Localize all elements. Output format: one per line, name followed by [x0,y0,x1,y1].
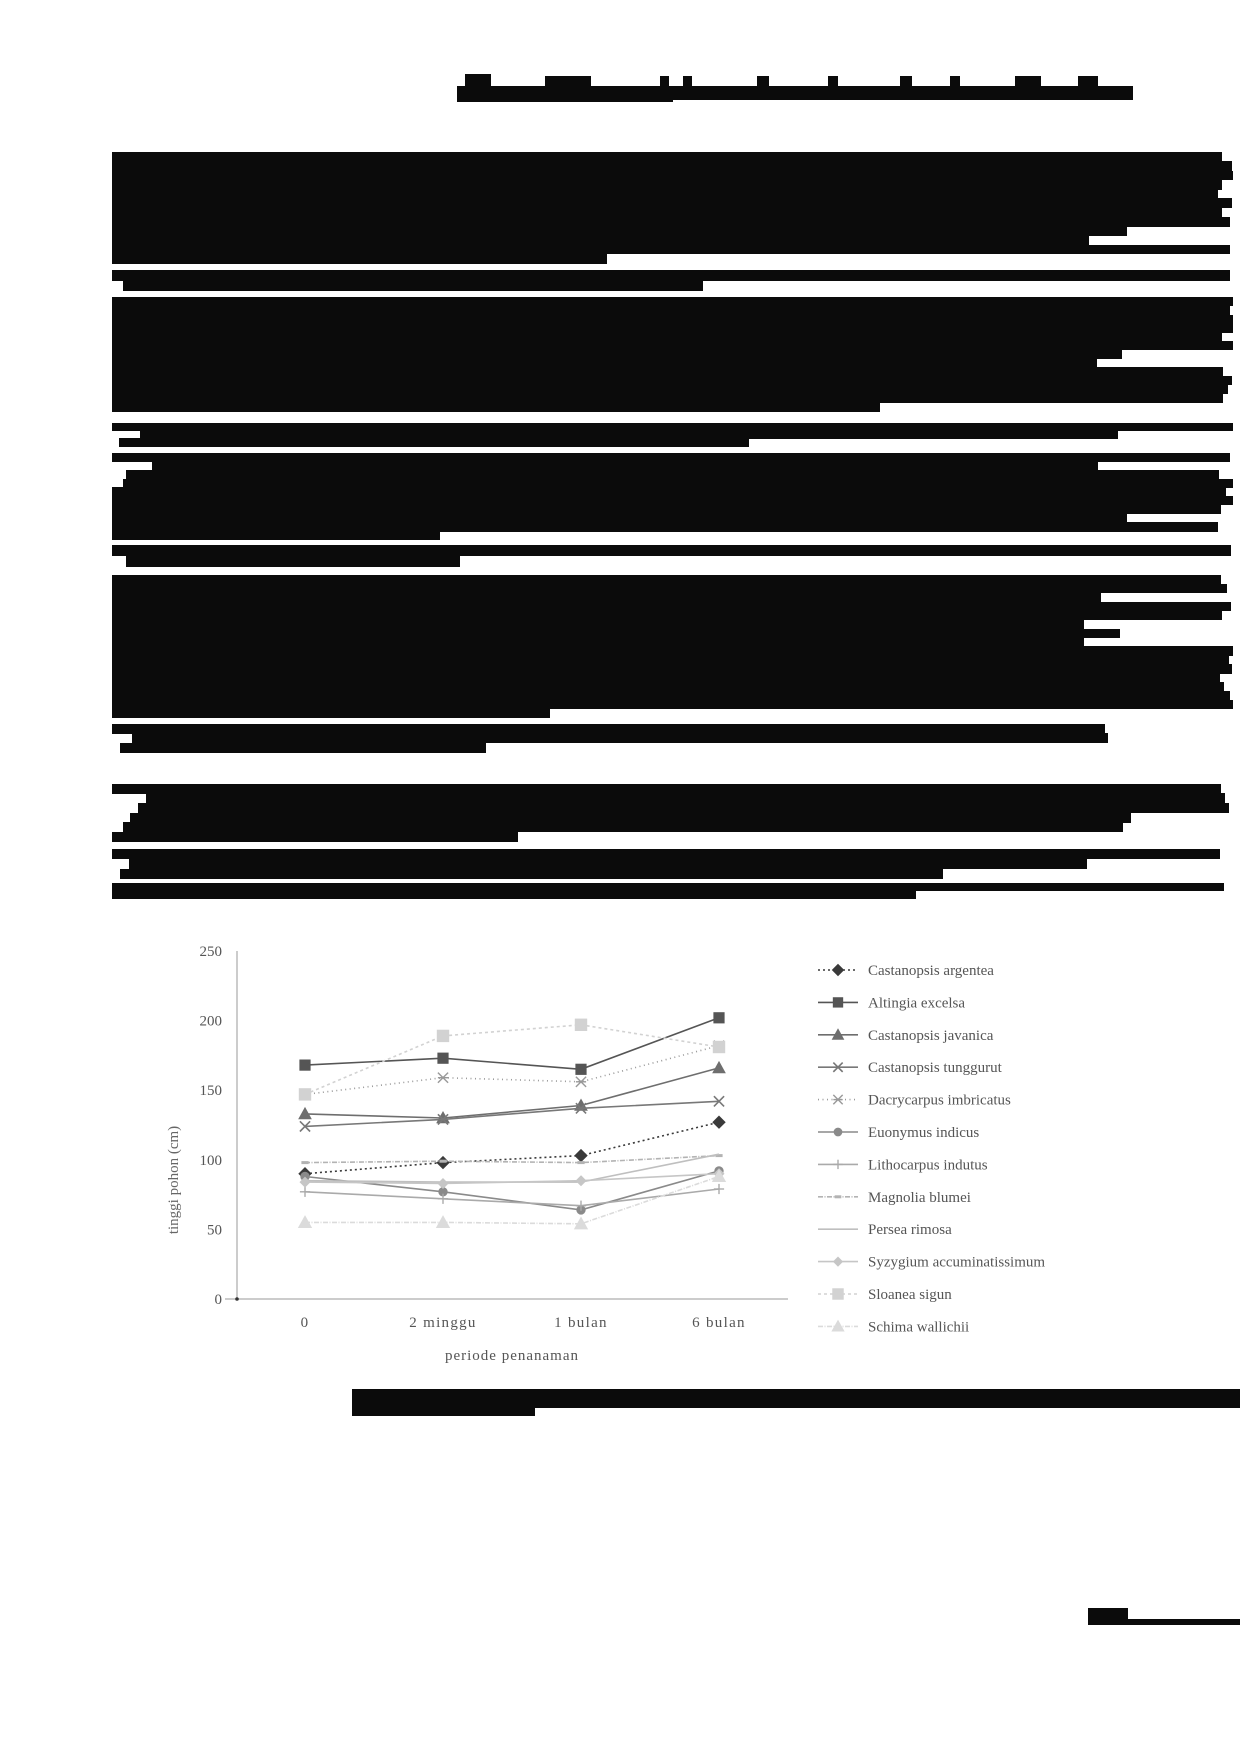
svg-text:Euonymus indicus: Euonymus indicus [868,1125,979,1141]
svg-text:2 minggu: 2 minggu [409,1315,477,1331]
svg-text:Castanopsis argentea: Castanopsis argentea [868,963,994,979]
svg-text:Altingia excelsa: Altingia excelsa [868,995,965,1011]
svg-text:Magnolia blumei: Magnolia blumei [868,1190,971,1206]
svg-text:Sloanea sigun: Sloanea sigun [868,1287,952,1303]
svg-text:0: 0 [301,1315,310,1331]
svg-text:Lithocarpus indutus: Lithocarpus indutus [868,1157,988,1173]
svg-text:250: 250 [200,944,223,960]
svg-text:100: 100 [200,1153,223,1169]
svg-text:tinggi pohon (cm): tinggi pohon (cm) [166,1126,182,1234]
svg-text:periode penanaman: periode penanaman [445,1348,579,1364]
svg-text:Castanopsis tunggurut: Castanopsis tunggurut [868,1060,1003,1076]
svg-text:150: 150 [200,1083,223,1099]
svg-text:1 bulan: 1 bulan [554,1315,608,1331]
svg-text:50: 50 [207,1222,222,1238]
svg-text:Castanopsis javanica: Castanopsis javanica [868,1028,994,1044]
svg-text:200: 200 [200,1014,223,1030]
svg-text:Persea rimosa: Persea rimosa [868,1222,952,1238]
svg-text:6 bulan: 6 bulan [692,1315,746,1331]
svg-text:Dacrycarpus imbricatus: Dacrycarpus imbricatus [868,1093,1011,1109]
svg-text:Syzygium accuminatissimum: Syzygium accuminatissimum [868,1255,1045,1271]
svg-text:0: 0 [215,1292,223,1308]
svg-text:Schima wallichii: Schima wallichii [868,1319,969,1335]
